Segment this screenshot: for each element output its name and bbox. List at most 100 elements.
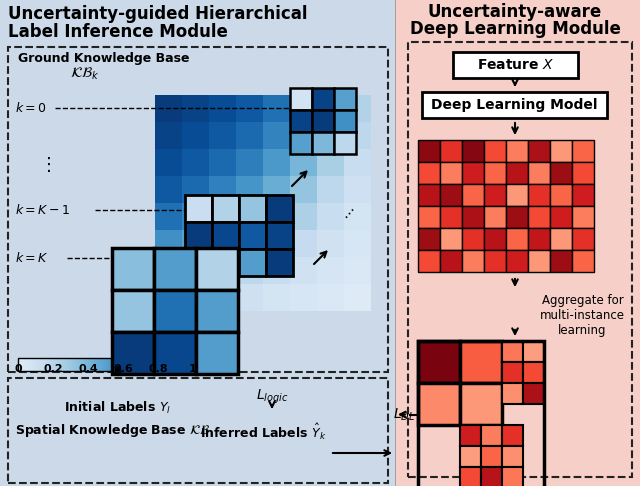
Bar bbox=[173, 358, 175, 371]
Bar bbox=[462, 206, 484, 228]
Bar bbox=[24, 358, 26, 371]
Bar bbox=[139, 358, 141, 371]
Bar bbox=[506, 140, 528, 162]
Bar bbox=[212, 195, 239, 222]
Bar bbox=[528, 184, 550, 206]
Bar bbox=[506, 162, 528, 184]
Bar bbox=[263, 284, 290, 311]
Bar bbox=[317, 149, 344, 176]
Bar bbox=[113, 358, 115, 371]
Bar bbox=[572, 206, 594, 228]
Bar bbox=[550, 184, 572, 206]
Bar bbox=[184, 358, 186, 371]
Bar bbox=[523, 341, 544, 362]
Bar bbox=[502, 425, 523, 446]
Bar bbox=[506, 250, 528, 272]
Bar bbox=[263, 122, 290, 149]
Bar bbox=[290, 95, 317, 122]
Bar bbox=[290, 88, 312, 110]
Bar bbox=[112, 248, 154, 290]
Bar bbox=[154, 358, 156, 371]
Bar bbox=[506, 228, 528, 250]
Bar bbox=[266, 249, 293, 276]
Bar bbox=[106, 358, 108, 371]
Bar bbox=[107, 358, 109, 371]
Bar bbox=[418, 140, 440, 162]
Bar bbox=[149, 358, 151, 371]
Bar bbox=[462, 140, 484, 162]
Bar bbox=[66, 358, 68, 371]
Bar bbox=[185, 195, 212, 222]
Bar bbox=[550, 250, 572, 272]
Bar bbox=[334, 110, 356, 132]
Bar bbox=[506, 184, 528, 206]
Bar bbox=[101, 358, 103, 371]
Bar bbox=[462, 250, 484, 272]
Bar bbox=[122, 358, 124, 371]
Bar bbox=[440, 206, 462, 228]
Text: 0.2: 0.2 bbox=[43, 364, 63, 374]
Bar bbox=[8, 378, 388, 483]
Bar bbox=[440, 184, 462, 206]
Bar bbox=[317, 122, 344, 149]
Bar bbox=[180, 358, 182, 371]
Bar bbox=[40, 358, 42, 371]
Bar bbox=[453, 52, 578, 78]
Bar bbox=[175, 358, 177, 371]
Bar bbox=[84, 358, 86, 371]
Bar bbox=[27, 358, 29, 371]
Bar bbox=[209, 95, 236, 122]
Bar bbox=[33, 358, 35, 371]
Bar bbox=[132, 358, 134, 371]
Bar bbox=[47, 358, 49, 371]
Text: Ground Knowledge Base: Ground Knowledge Base bbox=[18, 52, 189, 65]
Bar bbox=[127, 358, 129, 371]
Bar bbox=[290, 110, 312, 132]
Bar bbox=[136, 358, 138, 371]
Bar bbox=[236, 230, 263, 257]
Bar bbox=[35, 358, 38, 371]
Bar bbox=[263, 176, 290, 203]
Bar bbox=[290, 176, 317, 203]
Bar bbox=[196, 290, 238, 332]
Bar bbox=[550, 206, 572, 228]
Bar bbox=[138, 358, 140, 371]
Text: Inferred Labels $\hat{Y}_k$: Inferred Labels $\hat{Y}_k$ bbox=[200, 422, 326, 442]
Bar bbox=[266, 195, 293, 222]
Text: Label Inference Module: Label Inference Module bbox=[8, 23, 228, 41]
Bar bbox=[179, 358, 180, 371]
Bar bbox=[167, 358, 169, 371]
Bar bbox=[38, 358, 40, 371]
Text: $\mathcal{KB}_k$: $\mathcal{KB}_k$ bbox=[70, 66, 99, 83]
Bar bbox=[484, 228, 506, 250]
Bar bbox=[31, 358, 33, 371]
Bar bbox=[190, 358, 192, 371]
Bar bbox=[263, 257, 290, 284]
Bar bbox=[395, 0, 640, 486]
Text: $\cdots$: $\cdots$ bbox=[338, 203, 358, 223]
Bar bbox=[462, 184, 484, 206]
Bar bbox=[182, 176, 209, 203]
Bar bbox=[75, 358, 77, 371]
Bar bbox=[143, 358, 145, 371]
Bar bbox=[91, 358, 93, 371]
Bar bbox=[81, 358, 83, 371]
Bar bbox=[108, 358, 110, 371]
Bar bbox=[155, 257, 182, 284]
Bar bbox=[418, 162, 440, 184]
Bar bbox=[550, 140, 572, 162]
Bar bbox=[440, 250, 462, 272]
Bar bbox=[212, 222, 239, 249]
Bar bbox=[506, 206, 528, 228]
Bar bbox=[111, 358, 113, 371]
Bar bbox=[418, 341, 544, 486]
Bar bbox=[317, 230, 344, 257]
Bar bbox=[158, 358, 160, 371]
Bar bbox=[112, 290, 154, 332]
Bar bbox=[266, 222, 293, 249]
Bar bbox=[34, 358, 36, 371]
Bar bbox=[209, 203, 236, 230]
Bar bbox=[154, 248, 196, 290]
Text: Feature $X$: Feature $X$ bbox=[477, 58, 554, 72]
Bar bbox=[22, 358, 24, 371]
